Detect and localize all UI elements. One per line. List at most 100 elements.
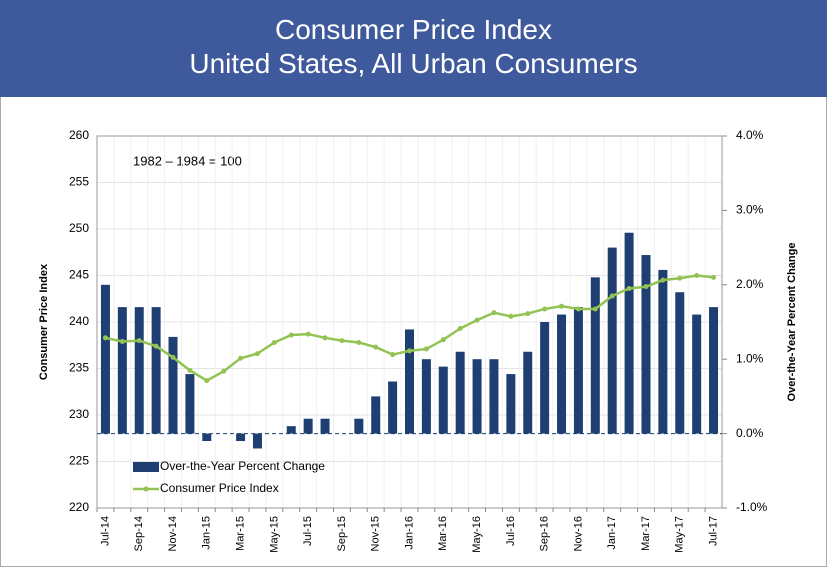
x-tick-label: Nov-16 [572,516,584,551]
x-tick-label: Nov-14 [167,516,179,551]
cpi-marker [677,275,683,281]
bar [709,307,719,434]
x-tick-label: Sep-15 [336,516,348,551]
cpi-marker [660,277,666,283]
legend-label: Over-the-Year Percent Change [160,459,325,473]
cpi-marker [575,306,581,312]
bar [523,351,533,434]
cpi-marker [356,339,362,345]
bar [117,307,127,434]
bar [624,232,634,434]
y-tick-label: 220 [69,500,89,514]
bar [388,381,398,434]
x-tick-label: Jul-15 [302,516,314,546]
bar [658,269,668,434]
bar [455,351,465,434]
x-tick-label: Jul-16 [505,516,517,546]
cpi-marker [136,338,142,344]
bar [573,307,583,434]
x-tick-label: May-16 [471,516,483,553]
cpi-marker [187,367,193,373]
cpi-marker [339,338,345,344]
bar [590,277,600,434]
chart-subtitle: United States, All Urban Consumers [189,48,638,79]
x-tick-label: Jan-16 [403,516,415,550]
bar [675,292,685,434]
cpi-marker [254,351,260,357]
x-tick-label: Nov-15 [370,516,382,551]
cpi-marker [170,354,176,360]
x-tick-label: Mar-17 [640,516,652,551]
cpi-marker [711,274,717,280]
legend-marker [143,486,149,492]
plot-border [96,135,723,509]
legend-swatch [133,462,159,472]
cpi-marker [559,303,565,309]
cpi-marker [508,313,514,319]
cpi-marker [221,368,227,374]
legend-label: Consumer Price Index [160,481,279,495]
cpi-marker [609,293,615,299]
y-tick-label: 240 [69,314,89,328]
cpi-marker [407,348,412,354]
cpi-marker [491,310,497,316]
cpi-marker [694,273,700,278]
bar [540,322,550,434]
bar [236,433,246,442]
y2-tick-label: 2.0% [736,277,764,291]
bar [286,426,296,434]
cpi-marker [542,306,548,312]
x-tick-label: Jan-15 [201,516,213,550]
bar [557,314,567,434]
bar [320,418,330,434]
x-tick-label: Mar-15 [234,516,246,551]
x-tick-label: Sep-16 [539,516,551,551]
x-tick-label: Sep-14 [133,516,145,551]
bar [472,359,482,434]
y-axis-label: Consumer Price Index [38,263,50,380]
y2-tick-label: 0.0% [736,426,764,440]
bar [134,307,144,434]
cpi-marker [626,286,632,292]
y2-tick-label: 4.0% [736,128,764,142]
cpi-marker [457,326,463,332]
cpi-marker [119,339,125,345]
y2-axis-label: Over-the-Year Percent Change [786,243,798,402]
chart-title: Consumer Price Index [274,14,552,45]
x-tick-label: Mar-16 [437,516,449,551]
cpi-marker [238,355,244,361]
x-tick-label: Jan-17 [606,516,618,550]
bar [252,433,262,449]
bar [692,314,702,434]
y-tick-label: 245 [69,268,89,282]
annotation: 1982 – 1984 = 100 [133,153,242,168]
cpi-marker [643,284,649,290]
cpi-marker [423,346,429,352]
bar [100,284,110,434]
bar [354,418,364,434]
cpi-marker [474,317,480,323]
cpi-marker [288,332,294,338]
y2-tick-label: -1.0% [736,500,768,514]
cpi-marker [592,306,598,312]
y-tick-label: 235 [69,361,89,375]
y-tick-label: 255 [69,175,89,189]
bar [168,336,178,434]
y-tick-label: 250 [69,221,89,235]
bar [371,396,381,434]
header: Consumer Price Index United States, All … [0,0,827,97]
cpi-marker [440,337,446,343]
x-tick-label: Jul-17 [707,516,719,546]
x-tick-label: May-15 [268,516,280,553]
bar [641,255,651,434]
bar [151,307,161,434]
bar [405,329,414,434]
x-tick-label: May-17 [674,516,686,553]
bar [607,247,617,434]
bar [421,359,431,434]
y2-tick-label: 3.0% [736,203,764,217]
cpi-marker [373,344,379,350]
bar [303,418,313,434]
